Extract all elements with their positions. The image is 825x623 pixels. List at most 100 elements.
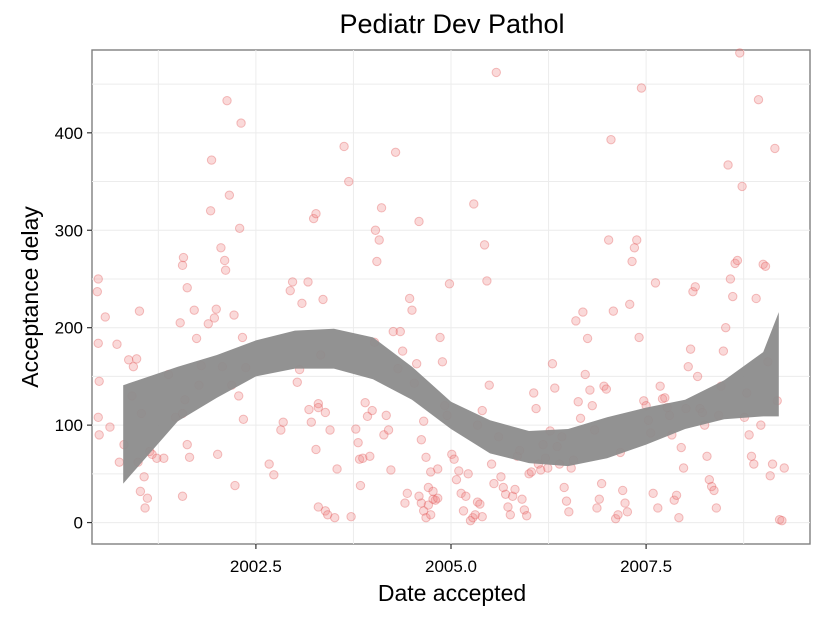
data-point <box>704 474 715 485</box>
data-point <box>477 512 487 522</box>
data-point <box>702 451 712 462</box>
data-point <box>123 355 134 365</box>
data-point <box>503 502 513 512</box>
data-point <box>152 453 162 463</box>
data-point <box>411 359 422 369</box>
data-point <box>482 276 492 286</box>
data-point <box>313 402 324 413</box>
data-point <box>139 472 149 482</box>
data-point <box>437 357 448 367</box>
data-point <box>770 143 780 154</box>
data-point <box>421 512 431 523</box>
data-point <box>278 417 288 427</box>
data-point <box>230 480 240 491</box>
data-point <box>758 259 768 270</box>
data-point <box>475 499 485 509</box>
data-point <box>134 306 145 316</box>
data-point <box>308 213 319 224</box>
data-point <box>287 277 298 287</box>
data-point <box>430 495 441 505</box>
x-tick-label: 2002.5 <box>230 557 282 576</box>
data-point <box>526 467 537 477</box>
data-point <box>367 405 377 416</box>
data-point <box>524 469 534 479</box>
data-point <box>599 381 609 391</box>
data-point <box>423 500 434 510</box>
data-point <box>744 430 754 440</box>
data-point <box>159 453 169 463</box>
data-point <box>234 391 244 401</box>
data-point <box>454 466 464 476</box>
data-point <box>435 332 445 343</box>
y-tick-label: 100 <box>55 416 83 435</box>
data-point <box>688 286 698 297</box>
x-axis: 2002.5 2005.0 2007.5 <box>230 544 672 576</box>
data-point <box>753 94 764 105</box>
data-point <box>571 316 581 326</box>
data-point <box>269 470 279 480</box>
data-point <box>325 425 335 435</box>
x-tick-label: 2005.0 <box>425 557 477 576</box>
data-point <box>304 404 314 415</box>
data-point <box>723 160 733 170</box>
data-point <box>510 484 520 495</box>
confidence-band <box>123 312 779 484</box>
data-point <box>311 444 321 455</box>
data-point <box>297 298 307 309</box>
data-point <box>578 307 588 317</box>
data-point <box>421 452 431 462</box>
data-point <box>222 95 232 106</box>
data-point <box>390 147 401 158</box>
data-point <box>358 453 368 463</box>
data-point <box>344 176 354 187</box>
data-point <box>522 511 532 521</box>
data-point <box>303 277 313 287</box>
data-point <box>559 482 569 493</box>
data-point <box>93 274 103 284</box>
data-point <box>561 496 572 506</box>
data-point <box>765 471 775 481</box>
data-point <box>692 371 703 382</box>
data-point <box>507 491 518 501</box>
data-point <box>529 388 539 398</box>
data-point <box>470 510 480 520</box>
data-point <box>606 134 616 145</box>
data-point <box>547 359 558 369</box>
x-tick-label: 2007.5 <box>620 557 672 576</box>
y-axis-label: Acceptance delay <box>17 206 43 388</box>
data-point <box>774 514 785 525</box>
data-point <box>402 488 412 499</box>
data-point <box>224 190 235 200</box>
data-point <box>767 459 778 469</box>
data-point <box>374 235 384 245</box>
data-point <box>428 494 438 504</box>
data-point <box>330 512 340 523</box>
data-point <box>575 413 586 424</box>
data-point <box>564 507 574 517</box>
data-point <box>491 67 501 78</box>
data-point <box>728 291 738 302</box>
data-point <box>634 332 644 343</box>
data-point <box>426 510 436 520</box>
data-point <box>346 512 356 522</box>
data-point <box>603 235 614 245</box>
data-point <box>458 506 469 516</box>
data-point <box>536 465 546 475</box>
y-tick-label: 200 <box>55 319 83 338</box>
data-point <box>587 400 597 411</box>
data-point <box>660 393 670 403</box>
data-point <box>285 285 295 296</box>
data-point <box>433 493 443 503</box>
data-point <box>610 513 621 524</box>
data-point <box>234 223 245 234</box>
data-point <box>463 469 473 479</box>
data-point <box>428 486 438 497</box>
data-point <box>216 243 226 253</box>
data-point <box>351 424 361 434</box>
data-point <box>100 312 110 322</box>
data-point <box>426 467 436 477</box>
data-point <box>505 510 516 520</box>
data-point <box>182 283 192 293</box>
data-point <box>669 495 679 505</box>
data-point <box>423 482 434 493</box>
